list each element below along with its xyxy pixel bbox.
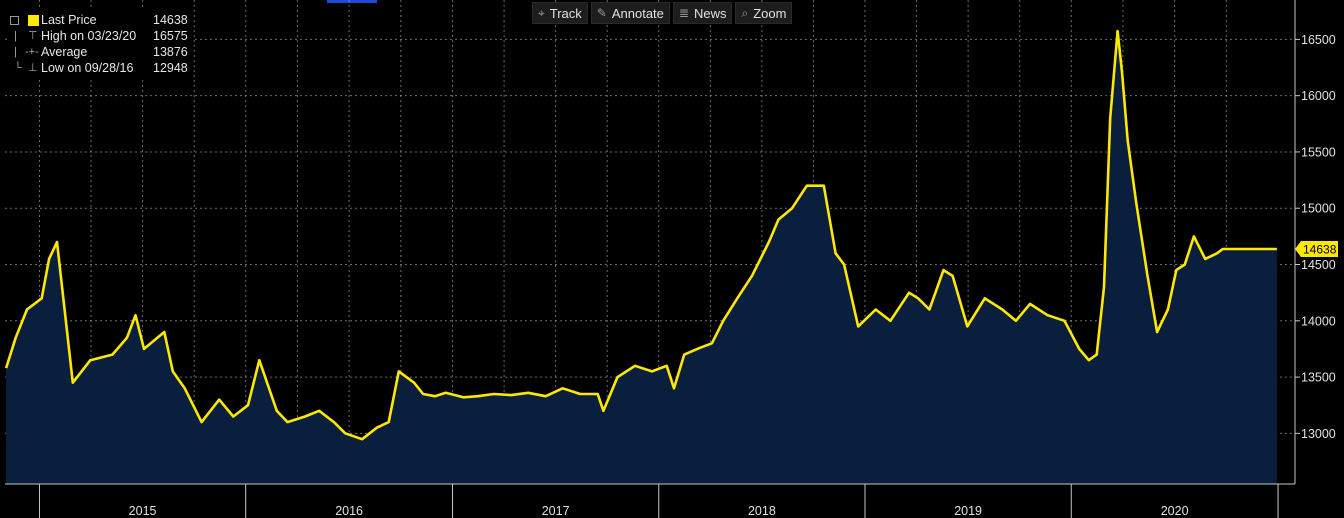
- x-tick-label: 2019: [954, 504, 982, 518]
- low-marker-icon: └ ⊥: [14, 62, 38, 74]
- active-tab-indicator: [327, 0, 377, 3]
- legend-label: High on 03/23/20: [41, 29, 137, 43]
- high-marker-icon: | ⊤: [14, 30, 38, 42]
- y-tick-label: 16000: [1301, 89, 1336, 103]
- legend-value: 13876: [153, 45, 188, 59]
- magnifier-icon: ⌕: [741, 5, 749, 20]
- news-label: News: [693, 5, 727, 21]
- annotate-button[interactable]: ✎ Annotate: [590, 2, 670, 24]
- legend-value: 16575: [153, 29, 188, 43]
- legend-value: 14638: [153, 13, 188, 27]
- x-tick-label: 2020: [1161, 504, 1189, 518]
- zoom-label: Zoom: [753, 5, 787, 21]
- last-price-tag: 14638: [1295, 240, 1338, 257]
- x-axis: 2015 2016 2017 2018 2019 2020: [5, 483, 1295, 518]
- y-tick-label: 14000: [1301, 314, 1336, 328]
- legend-label: Average: [41, 45, 88, 59]
- y-tick-label: 15500: [1301, 145, 1336, 159]
- zoom-button[interactable]: ⌕ Zoom: [735, 2, 793, 24]
- x-tick-label: 2017: [542, 504, 570, 518]
- series-area-fill: [6, 31, 1277, 484]
- x-tick-label: 2018: [748, 504, 776, 518]
- legend-label: Low on 09/28/16: [41, 61, 134, 75]
- y-tick-label: 13000: [1301, 427, 1336, 441]
- crosshair-icon: ⌖: [538, 5, 545, 20]
- track-button[interactable]: ⌖ Track: [532, 2, 588, 24]
- legend-row-last-price[interactable]: Last Price 14638: [9, 12, 193, 28]
- track-label: Track: [549, 5, 582, 21]
- legend-row-high[interactable]: | ⊤ High on 03/23/20 16575: [9, 28, 193, 44]
- legend-row-average[interactable]: | -+- Average 13876: [9, 44, 193, 60]
- y-tick-label: 14500: [1301, 258, 1336, 272]
- series-line-last-price: [4, 29, 1277, 441]
- y-tick-label: 15000: [1301, 202, 1336, 216]
- legend-value: 12948: [153, 61, 188, 75]
- legend-row-low[interactable]: └ ⊥ Low on 09/28/16 12948: [9, 60, 193, 76]
- chart-legend: Last Price 14638 | ⊤ High on 03/23/20 165…: [9, 10, 193, 80]
- annotate-label: Annotate: [611, 5, 664, 21]
- legend-label: Last Price: [41, 13, 97, 27]
- x-tick-label: 2016: [335, 504, 363, 518]
- chart-toolbar: ⌖ Track ✎ Annotate ≣ News ⌕ Zoom: [532, 2, 793, 24]
- list-icon: ≣: [678, 6, 689, 20]
- average-marker-icon: | -+-: [14, 46, 39, 58]
- y-axis: 13000 13500 14000 14500 15000 15500 16000 16500: [1294, 0, 1336, 484]
- series-swatch: [28, 15, 39, 26]
- collapse-icon[interactable]: [10, 16, 19, 25]
- x-tick-label: 2015: [129, 504, 157, 518]
- y-tick-label: 16500: [1301, 33, 1336, 47]
- pencil-icon: ✎: [596, 6, 607, 20]
- last-price-tag-label: 14638: [1303, 242, 1337, 256]
- news-button[interactable]: ≣ News: [672, 2, 733, 24]
- chart-grid: [5, 0, 1295, 484]
- last-price-tag-box: [1295, 240, 1338, 257]
- y-tick-label: 13500: [1301, 371, 1336, 385]
